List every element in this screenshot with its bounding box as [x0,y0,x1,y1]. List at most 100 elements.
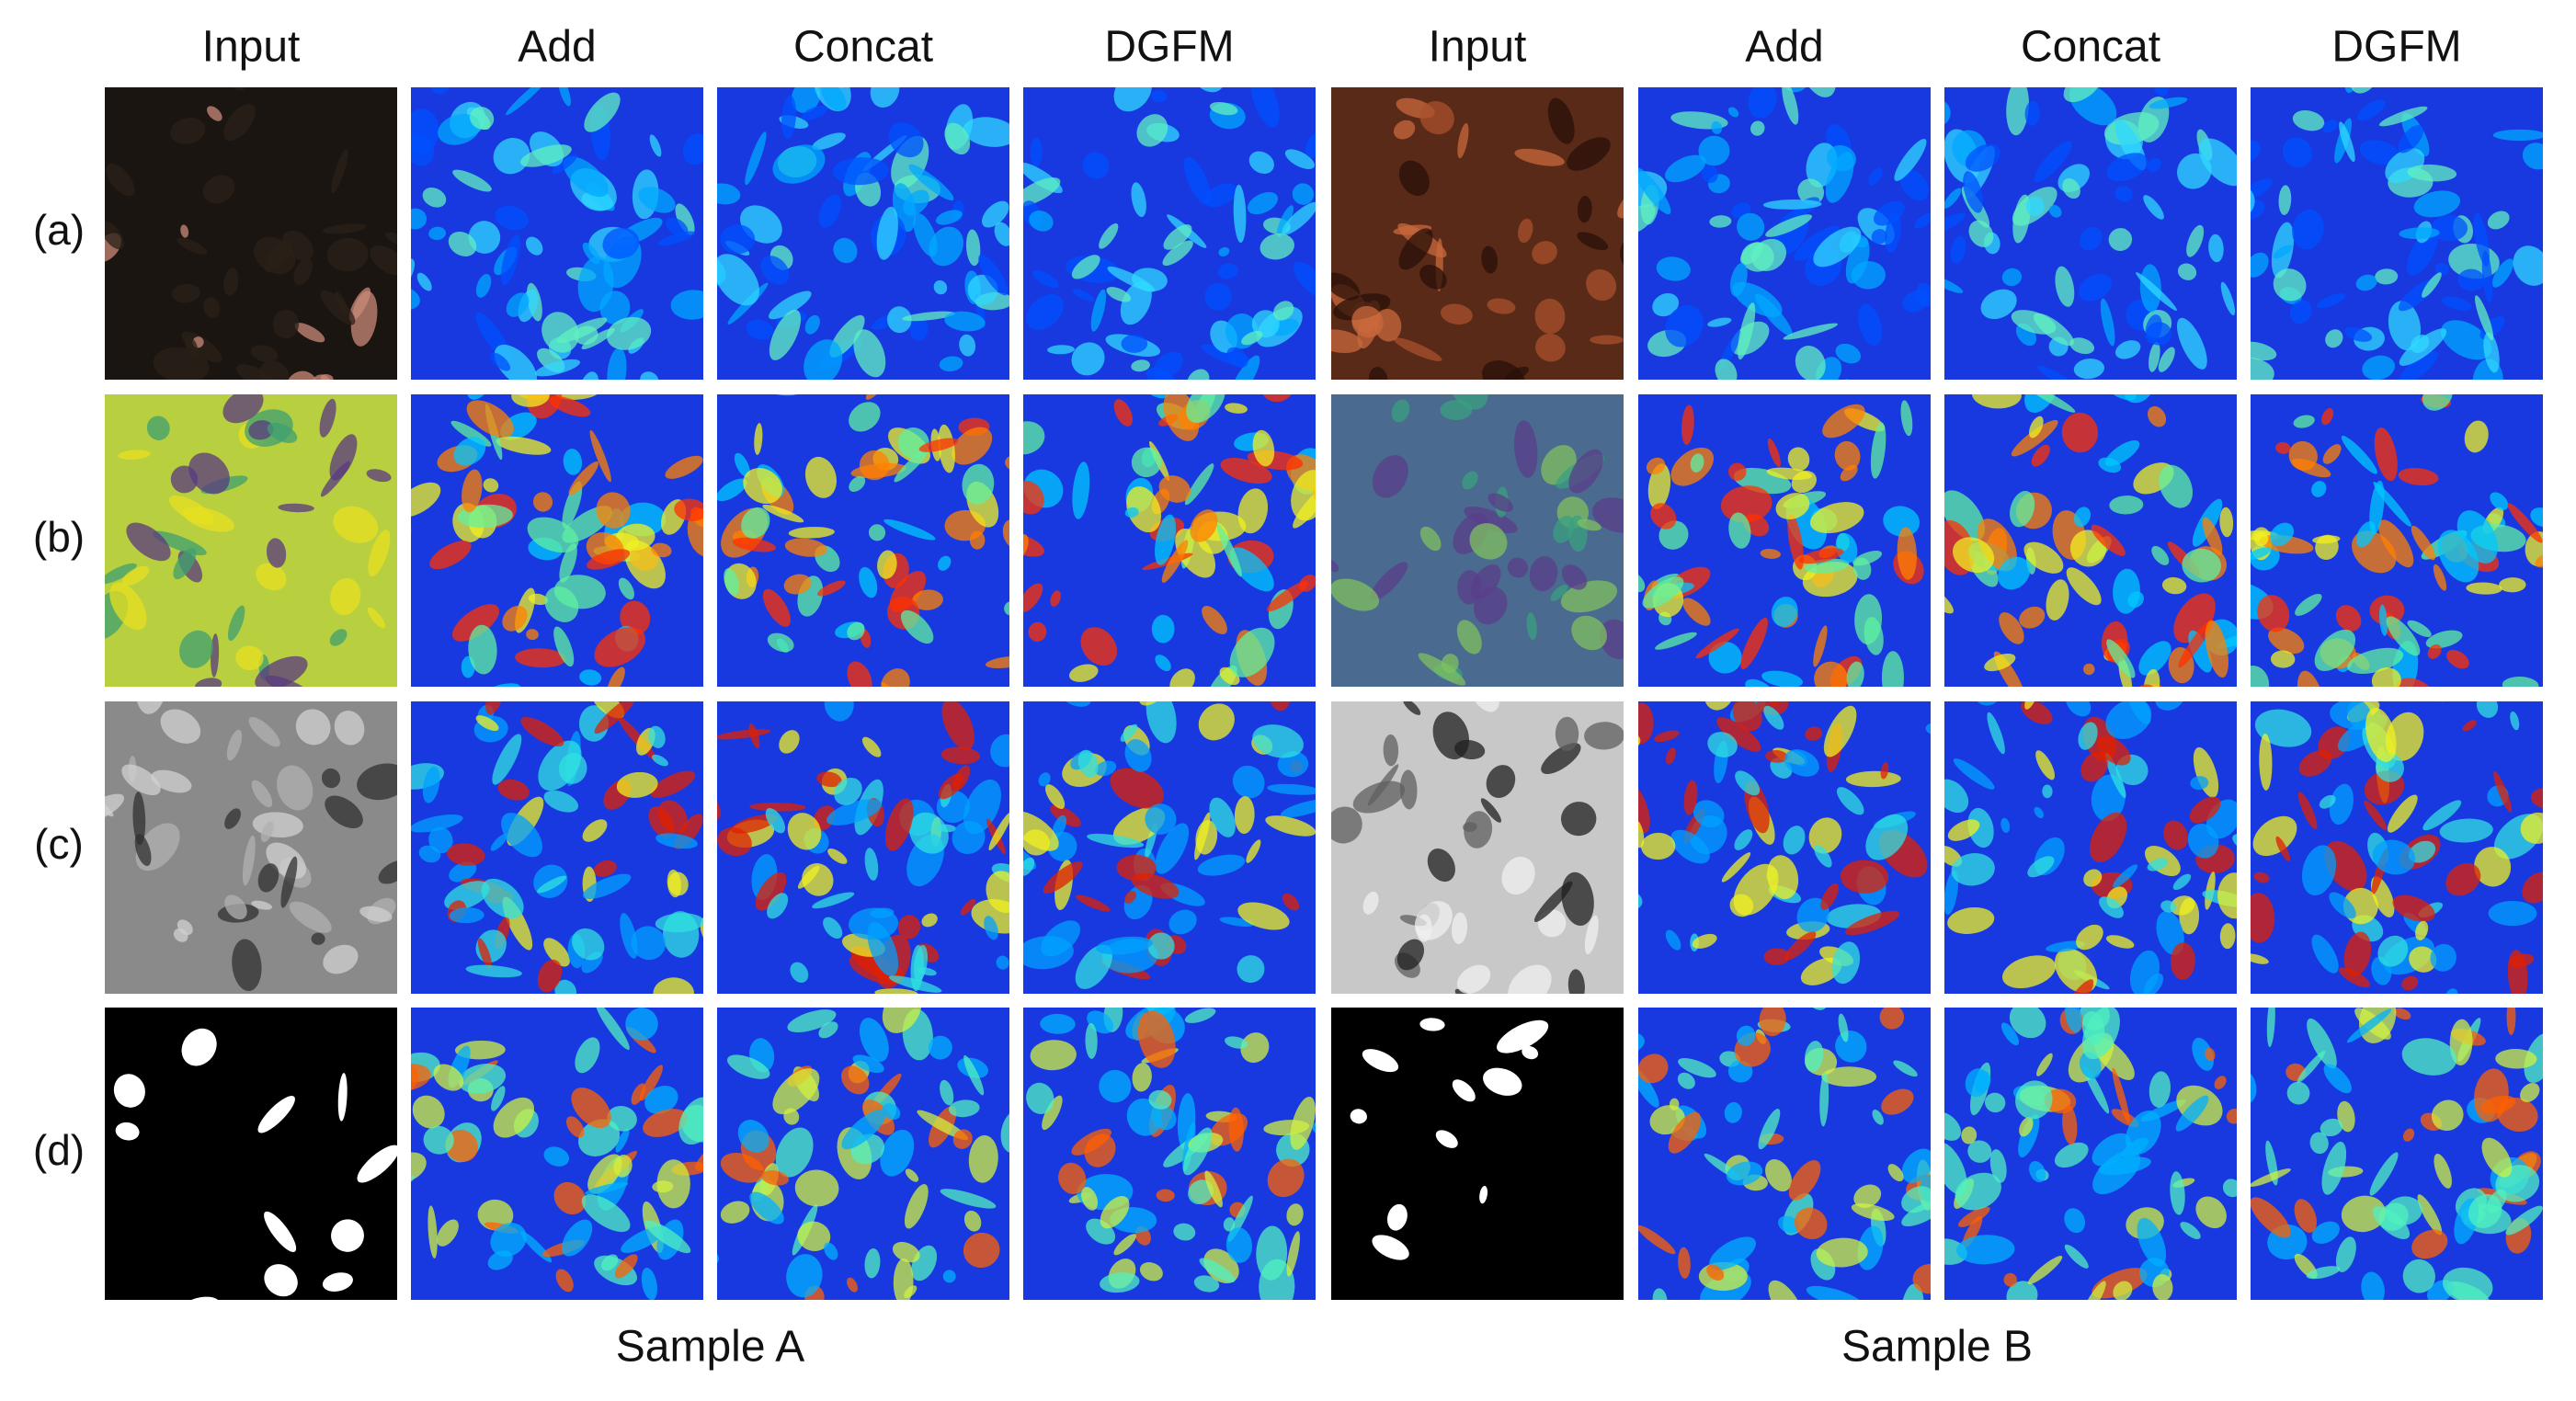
texture-blob [462,469,483,513]
texture-blob [2145,314,2162,344]
texture-blob [1883,506,1921,537]
texture-blob [720,224,756,255]
texture-blob [491,1086,506,1111]
texture-blob [666,217,689,237]
texture-blob [1225,1227,1253,1263]
texture-blob [812,132,846,150]
texture-blob [2025,196,2045,217]
texture-blob [181,1028,217,1066]
texture-blob [797,865,820,889]
texture-blob [466,400,514,438]
texture-blob [717,183,741,205]
texture-blob [1762,199,1822,210]
texture-blob [1291,470,1316,521]
texture-blob [2407,164,2457,182]
texture-blob [2251,252,2269,278]
texture-blob [2011,419,2058,457]
texture-blob [2000,1022,2020,1046]
texture-blob [580,371,599,380]
texture-blob [1590,335,1624,345]
texture-blob [674,498,703,521]
texture-blob [1217,263,1238,279]
texture-blob [963,779,1001,835]
texture-blob [496,436,552,455]
texture-blob [962,463,995,505]
texture-blob [2522,142,2543,170]
texture-blob [357,763,397,801]
texture-blob [631,926,667,961]
texture-blob [640,371,659,380]
texture-blob [607,666,625,687]
texture-blob [734,452,750,478]
texture-blob [2104,752,2126,799]
texture-blob [1188,1179,1214,1204]
texture-blob [194,678,222,687]
texture-blob [1076,894,1111,912]
texture-blob [1023,480,1044,515]
texture-blob [1838,1013,1849,1042]
texture-blob [411,108,439,154]
texture-blob [562,1219,593,1257]
texture-blob [428,226,447,241]
texture-blob [1241,331,1263,346]
texture-blob [960,898,976,916]
texture-blob [615,1128,630,1153]
texture-blob [859,566,878,598]
texture-blob [1156,1189,1175,1202]
texture-blob [2149,97,2188,109]
column-header: Input [1429,23,1527,72]
texture-blob [2108,228,2133,251]
texture-blob [1846,661,1864,687]
texture-blob [1268,701,1292,712]
texture-blob [458,1064,507,1094]
texture-blob [2220,281,2236,316]
texture-blob [1460,1314,1487,1338]
texture-blob [1821,1066,1877,1088]
texture-blob [1155,655,1171,672]
texture-blob [562,481,583,529]
texture-blob [312,374,331,380]
texture-blob [577,256,614,313]
texture-blob [2415,920,2429,940]
texture-blob [940,746,981,765]
texture-blob [717,478,747,502]
texture-blob [849,475,866,492]
texture-blob [506,87,548,116]
texture-blob [418,845,441,863]
texture-blob [1715,359,1738,380]
texture-blob [1690,453,1704,473]
texture-blob [1881,651,1904,687]
texture-blob [366,469,392,483]
texture-blob [2408,840,2436,863]
texture-blob [497,779,530,801]
texture-blob [1913,212,1931,229]
texture-blob [1707,732,1738,757]
texture-blob [1822,404,1865,439]
texture-blob [1110,768,1165,809]
texture-blob [1881,1088,1914,1115]
texture-blob [1479,1185,1488,1204]
texture-blob [223,104,256,142]
texture-blob [2344,326,2373,342]
texture-blob [2009,1008,2046,1039]
texture-blob [2322,120,2339,133]
texture-blob [1139,1261,1163,1281]
texture-blob [959,334,976,357]
texture-blob [2001,268,2023,287]
texture-blob [1642,576,1684,609]
texture-blob [2198,138,2237,187]
texture-blob [1894,139,1927,181]
texture-blob [553,575,606,609]
texture-blob [1947,906,1995,935]
texture-blob [2081,1008,2120,1060]
texture-blob [266,538,287,568]
texture-blob [1145,803,1177,835]
texture-blob [2152,1273,2173,1300]
texture-blob [902,311,956,322]
texture-blob [1082,152,1110,179]
texture-blob [368,530,391,577]
texture-blob [2046,579,2069,621]
texture-blob [412,1095,445,1129]
texture-blob [2499,577,2526,593]
texture-blob [121,565,150,586]
